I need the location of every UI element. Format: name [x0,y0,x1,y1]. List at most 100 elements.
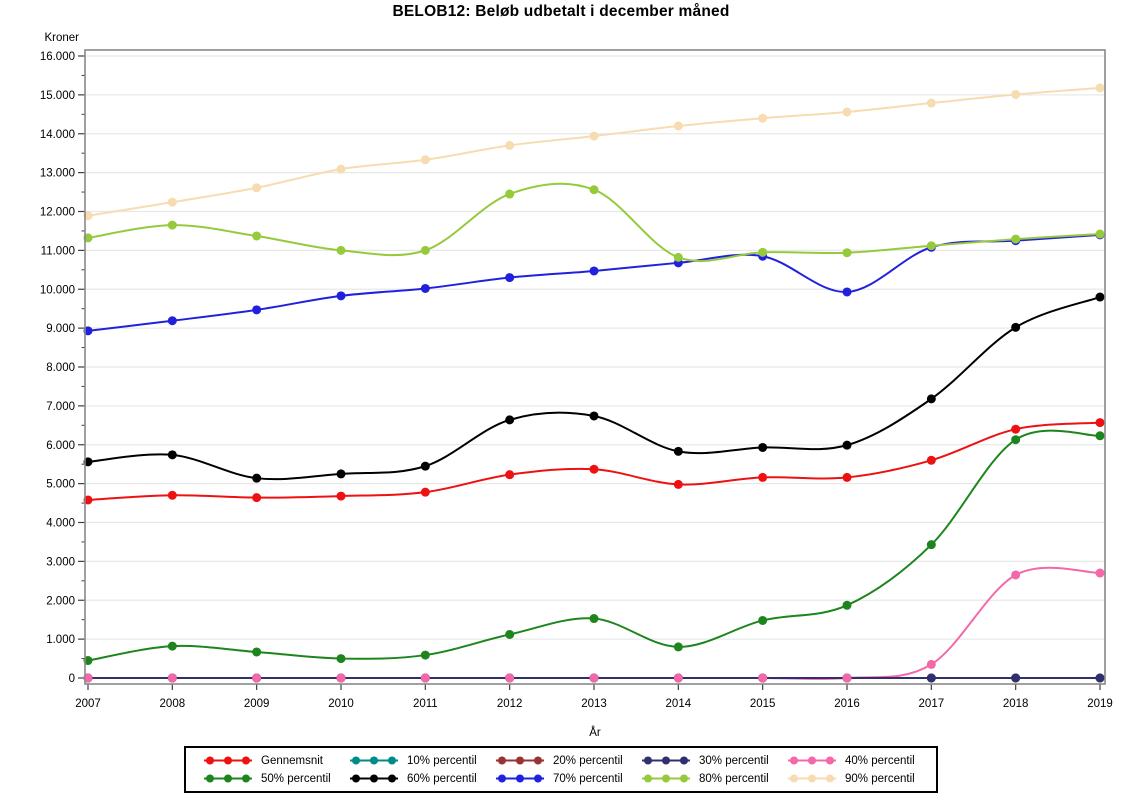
y-axis-tick-label: 5.000 [46,479,75,491]
legend-marker-icon [496,774,544,783]
legend-label: 60% percentil [407,772,477,785]
series-40-percentil-markers [83,568,1105,683]
legend-label: 10% percentil [407,754,477,767]
legend-marker-icon [496,756,544,765]
legend-marker-icon [204,774,252,783]
y-axis-tick-label: 3.000 [46,556,75,568]
data-point [505,415,515,425]
data-point [505,629,515,639]
data-point [589,185,599,195]
chart-title: BELOB12: Beløb udbetalt i december måned [392,3,730,20]
data-point [1011,234,1021,244]
data-point [589,411,599,421]
data-point [758,615,768,625]
legend-item-50-percentil: 50% percentil [202,770,348,787]
data-point [926,540,936,550]
data-point [167,316,177,326]
legend-marker-icon [642,774,690,783]
series-70-percentil-markers [83,230,1105,336]
x-axis-tick-label: 2008 [160,698,186,710]
series-80-percentil-line [87,182,1101,263]
y-axis-tick-label: 13.000 [40,168,75,180]
data-point [1011,89,1021,99]
data-point [167,450,177,460]
data-point [167,673,177,683]
x-axis-tick-label: 2009 [244,698,270,710]
data-point [420,155,430,165]
data-point [252,231,262,241]
data-point [926,394,936,404]
data-point [1095,229,1105,239]
series-gennemsnit-line [87,421,1101,501]
data-point [926,673,936,683]
legend-marker-icon [642,756,690,765]
x-axis-tick-label: 2017 [919,698,945,710]
data-point [1011,435,1021,445]
x-axis-tick-label: 2013 [581,698,607,710]
legend-label: 50% percentil [261,772,331,785]
data-point [167,641,177,651]
legend-marker-icon [350,756,398,765]
legend-label: 30% percentil [699,754,769,767]
y-axis-tick-label: 9.000 [46,323,75,335]
data-point [1095,431,1105,441]
data-point [842,107,852,117]
data-point [420,650,430,660]
x-axis-tick-label: 2014 [666,698,692,710]
legend-marker-icon [788,756,836,765]
y-axis-tick-label: 1.000 [46,634,75,646]
legend-item-20-percentil: 20% percentil [494,752,640,769]
y-axis-tick-label: 2.000 [46,595,75,607]
y-axis-tick-label: 6.000 [46,440,75,452]
y-axis-tick-label: 15.000 [40,90,75,102]
axes: 0 1.000 2.000 3.000 4.000 5.000 6.000 7.000 8.00… [40,32,1113,739]
series-60-percentil-line [87,296,1101,481]
data-point [420,245,430,255]
data-point [420,283,430,293]
data-point [842,600,852,610]
plot-frame [84,49,1106,685]
y-axis-tick-label: 4.000 [46,518,75,530]
legend-item-80-percentil: 80% percentil [640,770,786,787]
data-point [758,247,768,257]
data-point [505,673,515,683]
data-point [1011,424,1021,434]
x-axis-tick-label: 2007 [75,698,101,710]
legend-item-60-percentil: 60% percentil [348,770,494,787]
data-point [252,473,262,483]
data-point [167,197,177,207]
data-point [673,673,683,683]
series-90-percentil-line [87,86,1101,217]
data-point [336,164,346,174]
data-point [420,673,430,683]
y-axis-title: Kroner [44,32,79,44]
data-point [336,469,346,479]
y-axis-tick-label: 10.000 [40,284,75,296]
series-gennemsnit-markers [83,418,1105,505]
data-point [252,493,262,503]
data-point [1011,673,1021,683]
x-axis-tick-label: 2016 [834,698,860,710]
data-point [1095,292,1105,302]
data-point [842,248,852,258]
x-axis-tick-label: 2018 [1003,698,1029,710]
legend-item-10-percentil: 10% percentil [348,752,494,769]
data-point [926,98,936,108]
legend-marker-icon [788,774,836,783]
series-70-percentil-line [87,233,1101,332]
legend-item-90-percentil: 90% percentil [786,770,932,787]
y-axis-tick-label: 7.000 [46,401,75,413]
data-point [336,654,346,664]
data-point [420,487,430,497]
data-point [842,287,852,297]
legend-item-gennemsnit: Gennemsnit [202,752,348,769]
data-point [926,659,936,669]
data-point [1095,673,1105,683]
legend-label: 20% percentil [553,754,623,767]
data-point [336,673,346,683]
data-point [589,266,599,276]
y-axis-tick-label: 12.000 [40,207,75,219]
legend-label: 70% percentil [553,772,623,785]
gridlines [86,55,1104,679]
